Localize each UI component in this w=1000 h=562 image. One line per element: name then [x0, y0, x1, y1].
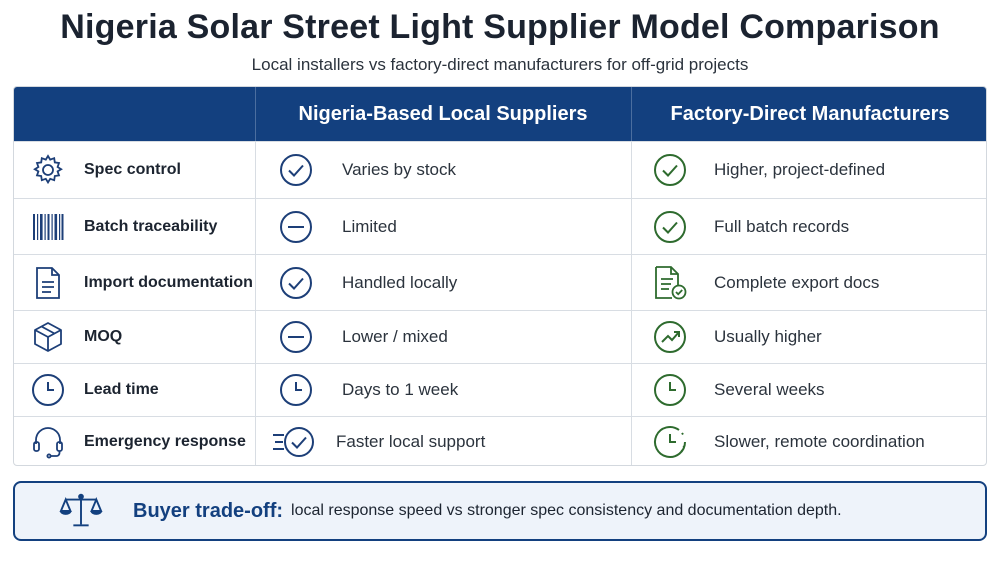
- table-row: Lead time Days to 1 week Several weeks: [14, 363, 986, 416]
- minus-circle-icon: [278, 209, 314, 245]
- local-value: Handled locally: [342, 272, 458, 292]
- buyer-tradeoff-callout: Buyer trade-off: local response speed vs…: [13, 481, 987, 541]
- column-divider: [255, 141, 256, 465]
- check-circle-icon: [652, 209, 688, 245]
- table-row: Batch traceability Limited Full batch re…: [14, 198, 986, 254]
- feature-label: MOQ: [84, 328, 123, 345]
- local-value: Limited: [342, 216, 397, 236]
- clock-icon: [278, 372, 314, 408]
- local-value: Lower / mixed: [342, 327, 448, 346]
- factory-value: Usually higher: [714, 327, 822, 346]
- minus-circle-icon: [278, 319, 314, 355]
- dashed-clock-icon: [652, 424, 688, 460]
- local-value: Varies by stock: [342, 160, 457, 179]
- column-divider: [631, 141, 632, 465]
- gear-icon: [30, 152, 66, 188]
- feature-label: Batch traceability: [84, 217, 218, 235]
- fast-check-icon: [272, 424, 316, 460]
- feature-label: Import documentation: [84, 273, 253, 291]
- trend-up-circle-icon: [652, 319, 688, 355]
- header-divider: [631, 87, 632, 141]
- header-divider: [255, 87, 256, 141]
- page-title: Nigeria Solar Street Light Supplier Mode…: [60, 8, 940, 46]
- factory-value: Higher, project-defined: [714, 160, 886, 179]
- table-row: Spec control Varies by stock Higher, pro…: [14, 141, 986, 198]
- box-icon: [30, 319, 66, 355]
- local-value: Faster local support: [336, 432, 486, 451]
- factory-value: Several weeks: [714, 380, 825, 399]
- barcode-icon: [30, 209, 66, 245]
- table-header: Nigeria-Based Local Suppliers Factory-Di…: [14, 87, 986, 141]
- document-check-icon: [652, 265, 688, 301]
- local-value: Days to 1 week: [342, 380, 459, 399]
- factory-value: Slower, remote coordination: [714, 432, 925, 451]
- feature-label: Emergency response: [84, 433, 246, 450]
- check-circle-icon: [278, 152, 314, 188]
- feature-label: Lead time: [84, 381, 159, 398]
- factory-value: Complete export docs: [714, 272, 880, 292]
- clock-icon: [30, 372, 66, 408]
- column-header-local: Nigeria-Based Local Suppliers: [298, 102, 588, 125]
- callout-text: local response speed vs stronger spec co…: [291, 502, 842, 519]
- clock-icon: [652, 372, 688, 408]
- comparison-table: Nigeria-Based Local Suppliers Factory-Di…: [13, 86, 987, 466]
- table-row: Emergency response Faster local support …: [14, 416, 986, 465]
- check-circle-icon: [278, 265, 314, 301]
- headset-icon: [30, 424, 66, 460]
- scale-icon: [59, 489, 103, 533]
- document-icon: [30, 265, 66, 301]
- factory-value: Full batch records: [714, 216, 850, 236]
- check-circle-icon: [652, 152, 688, 188]
- column-header-factory: Factory-Direct Manufacturers: [670, 102, 950, 125]
- table-row: MOQ Lower / mixed Usually higher: [14, 310, 986, 363]
- callout-lead: Buyer trade-off:: [133, 499, 284, 522]
- table-row: Import documentation Handled locally Com…: [14, 254, 986, 310]
- feature-label: Spec control: [84, 161, 181, 178]
- page-subtitle: Local installers vs factory-direct manuf…: [251, 55, 749, 74]
